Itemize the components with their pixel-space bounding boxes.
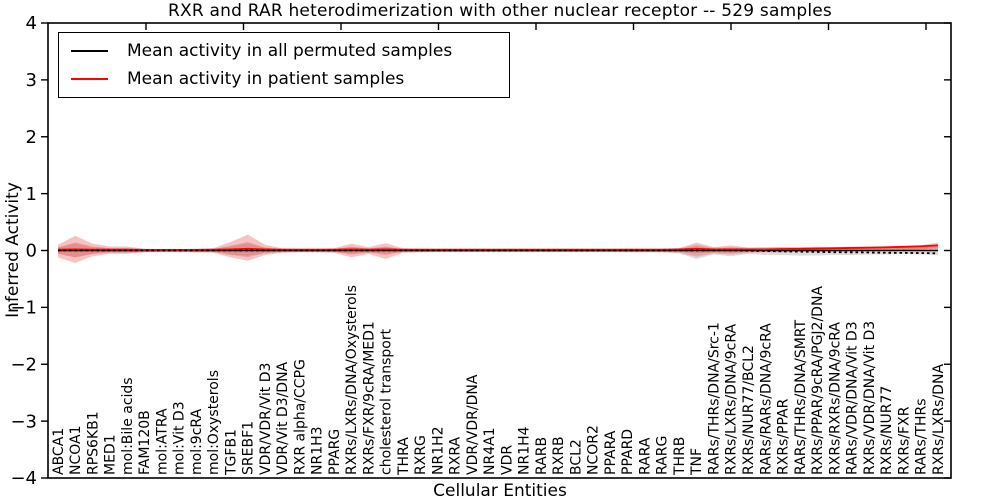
x-tick-label: THRB [672,437,688,476]
x-tick-label: mol:Vit D3 [172,401,188,475]
x-tick-label: NR1H4 [517,426,533,475]
x-tick-label: PPARD [620,429,636,475]
x-tick-label: RARs/THRs [914,398,930,475]
x-axis-label: Cellular Entities [433,481,567,500]
x-tick-label: NCOR2 [586,425,602,475]
legend-line-permuted [71,50,108,52]
x-tick-label: VDR [499,445,515,475]
legend-label-permuted: Mean activity in all permuted samples [127,41,453,61]
x-tick-label: SREBF1 [241,421,257,475]
y-tick-label: −2 [10,354,37,375]
x-tick-label: PPARA [603,430,619,475]
x-tick-label: PPARG [327,429,343,475]
x-tick-label: TGFB1 [223,429,239,476]
x-tick-label: BCL2 [568,439,584,475]
x-tick-label: RXRs/NUR77/BCL2 [741,345,757,475]
x-tick-label: RXRs/PPAR/9cRA/PGJ2/DNA [810,286,826,475]
x-tick-label: VDR/VDR/Vit D3 [258,363,274,475]
x-tick-label: RARA [637,437,653,475]
x-tick-label: NR1H2 [430,426,446,475]
x-tick-label: mol:9cRA [189,408,205,475]
y-tick-label: −3 [10,411,37,432]
x-tick-label: RXR alpha/CCPG [292,359,308,475]
y-tick-label: 3 [26,70,37,91]
x-tick-label: RARs/THRs/DNA/Src-1 [706,322,722,475]
legend-label-patient: Mean activity in patient samples [127,69,405,89]
x-tick-label: RXRs/VDR/DNA/Vit D3 [862,321,878,475]
x-tick-label: RXRB [551,436,567,475]
legend-item-patient: Mean activity in patient samples [71,65,509,93]
x-tick-label: NR4A1 [482,427,498,475]
x-tick-label: RXRs/FXR [896,406,912,475]
x-tick-label: RXRs/PPAR [776,398,792,475]
x-tick-label: RARB [534,437,550,475]
x-tick-label: RXRs/LXRs/DNA/Oxysterols [344,285,360,475]
x-tick-label: RXRG [413,435,429,475]
x-tick-label: RARs/THRs/DNA/SMRT [793,319,809,475]
x-tick-label: NR1H3 [310,426,326,475]
x-tick-label: VDR/VDR/DNA [465,374,481,475]
x-tick-label: ABCA1 [51,428,67,475]
y-axis-label: Inferred Activity [3,182,23,318]
y-tick-label: 1 [26,184,37,205]
x-tick-label: RXRs/FXR/9cRA/MED1 [361,321,377,475]
x-tick-label: RPS6KB1 [85,411,101,475]
x-tick-label: MED1 [103,434,119,475]
y-tick-label: 4 [26,13,37,34]
x-tick-label: mol:ATRA [154,408,170,475]
x-tick-label: FAM120B [137,410,153,475]
x-tick-label: RXRs/LXRs/DNA [931,364,947,475]
x-tick-label: RARG [655,436,671,475]
x-tick-label: cholesterol transport [379,328,395,475]
legend-line-patient [71,78,108,80]
y-tick-label: 0 [26,241,37,262]
y-tick-label: −1 [10,298,37,319]
x-tick-label: THRA [396,437,412,476]
x-tick-label: TNF [689,448,705,476]
x-tick-label: RXRs/NUR77 [879,386,895,475]
legend: Mean activity in all permuted samples Me… [58,32,510,98]
x-tick-label: VDR/Vit D3/DNA [275,361,291,475]
y-tick-label: −4 [10,468,37,489]
x-tick-label: mol:Bile acids [120,377,136,475]
chart-title: RXR and RAR heterodimerization with othe… [168,1,832,21]
x-tick-label: RXRs/LXRs/DNA/9cRA [724,324,740,475]
x-tick-label: RXRs/RXRs/DNA/9cRA [827,322,843,475]
x-tick-label: mol:Oxysterols [206,370,222,475]
x-tick-label: RARs/VDR/DNA/Vit D3 [845,321,861,475]
x-tick-label: NCOA1 [68,425,84,475]
x-tick-label: RARs/RARs/DNA/9cRA [758,323,774,475]
legend-item-permuted: Mean activity in all permuted samples [71,37,509,65]
y-tick-label: 2 [26,127,37,148]
x-tick-label: RXRA [448,437,464,475]
series-line-dotted-permuted [58,249,939,255]
